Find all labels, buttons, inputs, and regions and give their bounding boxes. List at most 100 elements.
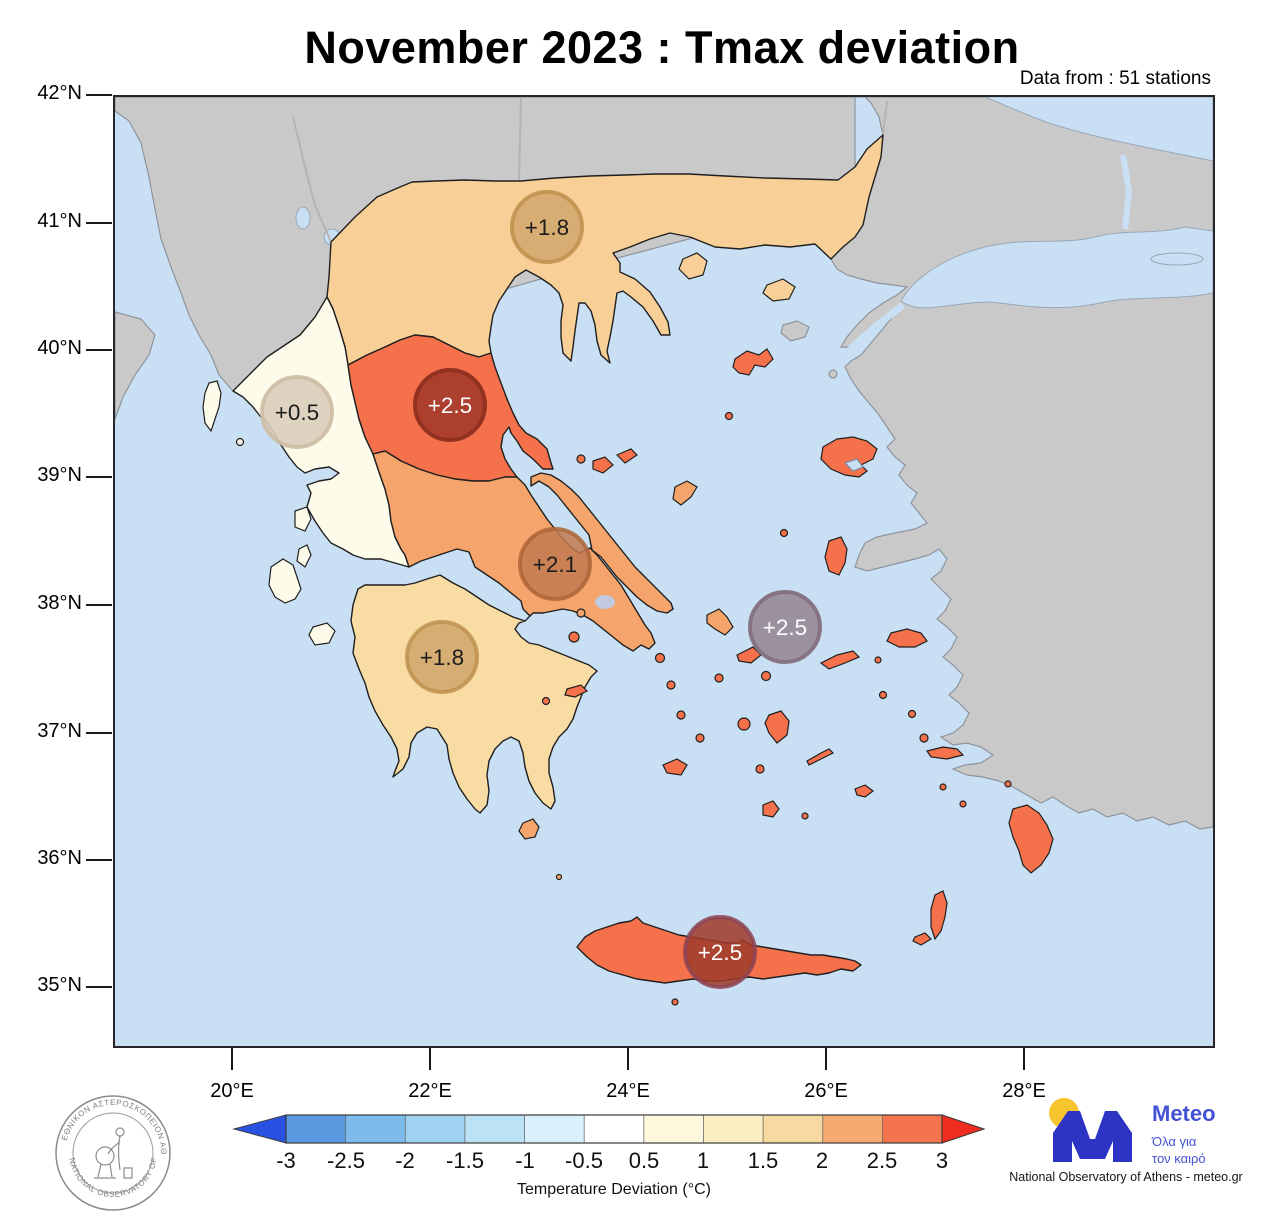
colorbar-segments	[286, 1115, 943, 1143]
lat-label-36: 36°N	[37, 847, 82, 869]
lefkada-island	[294, 506, 312, 532]
stations-count-note: Data from : 51 stations	[1019, 68, 1211, 89]
corfu-island	[202, 380, 222, 433]
salamis-island	[576, 608, 586, 618]
serifos-island	[676, 710, 686, 720]
station-marker-attica: +2.1	[518, 527, 592, 601]
lat-tick	[86, 986, 112, 988]
lon-tick	[825, 1046, 827, 1070]
seal-figure	[94, 1127, 133, 1179]
station-markers: +1.8 +0.5 +2.5 +2.1 +1.8 +2.5	[260, 190, 822, 989]
kythnos-island	[666, 680, 676, 690]
colorbar-title: Temperature Deviation (°C)	[516, 1181, 712, 1198]
kasos-island	[912, 932, 932, 946]
bosphorus-strait	[1120, 154, 1133, 230]
meteo-tagline-line1: Όλα για	[1152, 1134, 1197, 1149]
gavdos-island	[671, 998, 679, 1006]
greece-regions	[232, 134, 884, 984]
station-marker-crete: +2.5	[683, 915, 757, 989]
meteo-logo	[1049, 1098, 1132, 1162]
noa-seal: ΕΘΝΙΚΟΝ ΑΣΤΕΡΟΣΚΟΠΕΙΟΝ ΑΘΗΝΩΝ NATIONAL O…	[52, 1092, 171, 1211]
map-canvas: +1.8 +0.5 +2.5 +2.1 +1.8 +2.5	[113, 95, 1215, 1048]
region-macedonia-thrace	[326, 134, 884, 366]
aegean-islands	[541, 348, 1054, 1006]
sea-of-marmara	[900, 226, 1213, 309]
alonissos-island	[615, 448, 638, 464]
country-borders	[292, 97, 888, 243]
lat-tick	[86, 604, 112, 606]
samos-island	[886, 628, 928, 648]
page-title: November 2023 : Tmax deviation	[304, 22, 1020, 73]
samothrace-island	[762, 278, 796, 302]
colorbar-tick: -2.5	[327, 1148, 365, 1173]
station-value: +1.8	[525, 215, 569, 240]
lon-tick	[231, 1046, 233, 1070]
paros-island	[737, 717, 751, 731]
bozcaada-island	[828, 369, 838, 379]
colorbar-tick: 1.5	[747, 1148, 779, 1173]
leros-island	[907, 709, 917, 719]
greece-tmax-map: +1.8 +0.5 +2.5 +2.1 +1.8 +2.5	[115, 97, 1213, 1046]
colorbar-tick: -1	[515, 1148, 535, 1173]
lesbos-gulf	[843, 458, 864, 472]
station-value: +2.5	[698, 940, 742, 965]
amorgos-island	[806, 748, 835, 766]
skopelos-island	[592, 456, 614, 474]
tilos-island	[959, 800, 967, 808]
kythira-island	[518, 818, 540, 840]
limnos-island	[732, 348, 774, 376]
seal-inner-ring	[72, 1112, 154, 1194]
colorbar-tick: -1.5	[446, 1148, 484, 1173]
station-value: +1.8	[420, 645, 464, 670]
lon-label-28e: 28°E	[1002, 1080, 1046, 1102]
colorbar-tick: 2	[815, 1148, 829, 1173]
colorbar-right-arrow	[941, 1114, 986, 1144]
lon-label-22e: 22°E	[408, 1080, 452, 1102]
lat-label-38: 38°N	[37, 592, 82, 614]
sifnos-island	[695, 733, 705, 743]
colorbar-left-arrow	[232, 1114, 287, 1144]
gokceada-island	[780, 320, 810, 342]
adriatic-notch	[115, 237, 145, 307]
syros-island	[714, 673, 724, 683]
lon-tick	[1023, 1046, 1025, 1070]
zakynthos-island	[308, 622, 336, 646]
colorbar-tick: 0.5	[628, 1148, 660, 1173]
lat-tick	[86, 94, 112, 96]
region-central-greece-attica	[372, 450, 656, 652]
ionian-islands	[202, 380, 336, 646]
mykonos-island	[760, 670, 772, 682]
lat-tick	[86, 476, 112, 478]
agios-efstratios	[724, 411, 734, 421]
colorbar-tick: -0.5	[565, 1148, 603, 1173]
lat-label-40: 40°N	[37, 337, 82, 359]
meteo-logo-wordmark: Meteo	[1152, 1101, 1216, 1126]
station-marker-macedonia: +1.8	[510, 190, 584, 264]
athens-urban-area	[595, 595, 615, 609]
antikythira-island	[555, 873, 563, 881]
tinos-island	[736, 646, 762, 664]
nisyros-island	[939, 783, 947, 791]
lon-label-24e: 24°E	[606, 1080, 650, 1102]
lon-tick	[627, 1046, 629, 1070]
symi-island	[1004, 780, 1012, 788]
colorbar-tick: -3	[276, 1148, 296, 1173]
thassos-island	[678, 252, 708, 280]
meteo-m-icon	[1053, 1111, 1132, 1162]
dardanelles-strait	[847, 302, 906, 352]
lat-label-39: 39°N	[37, 464, 82, 486]
lon-tick	[429, 1046, 431, 1070]
turkish-lake	[1150, 252, 1204, 266]
station-value: +2.5	[428, 393, 472, 418]
kea-island	[654, 652, 666, 664]
meteo-tagline-line2: τον καιρό	[1152, 1151, 1206, 1166]
lat-tick	[86, 349, 112, 351]
rhodes-island	[1008, 804, 1054, 874]
colorbar	[232, 1114, 986, 1144]
skyros-island	[672, 480, 698, 506]
neighbour-water	[115, 97, 1213, 352]
lat-label-37: 37°N	[37, 720, 82, 742]
station-value: +2.1	[533, 552, 577, 577]
milos-island	[662, 758, 688, 776]
orange-islands	[518, 480, 734, 881]
